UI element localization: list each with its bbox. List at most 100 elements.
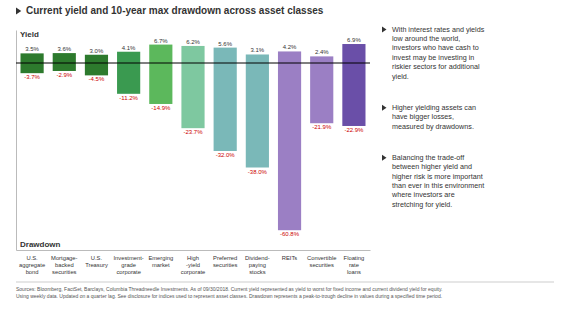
data-label: -22.9% <box>344 127 364 133</box>
category-label-line: U.S. <box>26 255 38 261</box>
category-label: Floatingrateloans <box>344 255 365 275</box>
title: Current yield and 10-year max drawdown a… <box>26 5 324 16</box>
sidebar-bullet <box>382 27 387 33</box>
category-label: Dividend-payingstocks <box>245 255 270 275</box>
data-label: -21.9% <box>312 124 332 130</box>
sidebar-text-line: measured by drawdowns. <box>392 122 474 131</box>
data-label: -2.9% <box>56 72 72 78</box>
zero-line <box>16 63 370 64</box>
data-label: -60.8% <box>280 231 300 237</box>
data-label: 4.1% <box>122 45 136 51</box>
data-labels: 3.5%3.6%3.0%4.1%6.7%6.2%5.6%3.1%4.2%2.4%… <box>24 37 364 237</box>
category-label-line: Treasury <box>85 262 108 268</box>
data-label: 4.2% <box>283 44 297 50</box>
data-label: 3.5% <box>25 46 39 52</box>
bar <box>278 51 301 63</box>
category-label-line: bond <box>26 269 39 275</box>
x-tick: Floatingrateloans <box>344 255 365 275</box>
series-bars <box>21 44 366 63</box>
bar <box>246 63 269 168</box>
category-label-line: Floating <box>344 255 365 261</box>
category-label-line: High <box>187 255 199 261</box>
bar <box>342 63 365 126</box>
category-label: Emergingmarket <box>148 255 173 268</box>
category-label: Investment-gradecorporate <box>113 255 143 275</box>
sidebar-text-line: Balancing the trade-off <box>392 153 464 162</box>
category-label: High-yieldcorporate <box>181 255 206 275</box>
sidebar-text-line: investors who have cash to <box>392 43 479 52</box>
category-label-line: U.S. <box>91 255 103 261</box>
source-text-line: Using weekly data. Updated on a quarter … <box>16 293 442 299</box>
sidebar-text-line: have bigger losses, <box>392 112 454 121</box>
bar <box>214 48 237 63</box>
data-label: 3.6% <box>57 46 71 52</box>
x-tick: Investment-gradecorporate <box>113 255 143 275</box>
sidebar-text-line: Higher yielding assets can <box>392 103 476 112</box>
bar <box>21 63 44 73</box>
data-label: 6.9% <box>347 37 361 43</box>
data-label: 3.0% <box>90 48 104 54</box>
chart-svg: Current yield and 10-year max drawdown a… <box>0 0 568 326</box>
bar <box>85 55 108 63</box>
section-label: Drawdown <box>20 240 61 249</box>
sidebar-text-line: low around the world, <box>392 34 460 43</box>
category-label-line: Convertible <box>307 255 336 261</box>
sidebar-text-line: With interest rates and yields <box>392 25 485 34</box>
sidebar-text-line: between higher yield and <box>392 162 472 171</box>
sidebar-text: With interest rates and yieldslow around… <box>392 25 485 81</box>
bar <box>117 63 140 94</box>
sidebar-text-line: higher risk is more important <box>392 172 483 181</box>
x-axis: U.S.aggregatebondMortgage-backedsecuriti… <box>17 251 371 275</box>
series-labels: -3.7%-2.9%-4.5%-11.2%-14.9%-23.7%-32.0%-… <box>24 72 364 237</box>
bar <box>310 56 333 63</box>
x-tick: U.S.aggregatebond <box>19 255 45 275</box>
category-label-line: corporate <box>181 269 206 275</box>
bar <box>21 53 44 63</box>
category-label-line: market <box>152 262 170 268</box>
category-label-line: Dividend- <box>245 255 270 261</box>
bar <box>149 63 172 104</box>
sidebar-text-line: stretching for yield. <box>392 200 452 209</box>
x-tick: High-yieldcorporate <box>181 255 206 275</box>
data-label: 3.1% <box>251 47 265 53</box>
category-label-line: Emerging <box>148 255 173 261</box>
bar <box>53 53 76 63</box>
bar <box>53 63 76 71</box>
category-label-line: -yield <box>186 262 200 268</box>
title-bullet <box>16 8 21 15</box>
divider <box>16 282 554 283</box>
category-label: REITs <box>282 255 298 261</box>
sidebar-text: Higher yielding assets canhave bigger lo… <box>392 103 476 131</box>
category-label-line: paying <box>249 262 266 268</box>
data-label: 6.2% <box>186 39 200 45</box>
section-label: Yield <box>20 30 39 39</box>
category-label-line: loans <box>347 269 361 275</box>
category-label-line: rate <box>349 262 359 268</box>
category-label-line: Investment- <box>113 255 143 261</box>
category-label: Convertiblesecurities <box>307 255 336 268</box>
data-label: -11.2% <box>119 95 138 101</box>
bar <box>181 63 204 128</box>
category-label-line: aggregate <box>19 262 45 268</box>
category-label-line: grade <box>121 262 136 268</box>
bar <box>117 52 140 63</box>
data-label: -14.9% <box>151 105 171 111</box>
category-label-line: securities <box>213 262 238 268</box>
category-label-line: Mortgage- <box>51 255 77 261</box>
source-text: Sources: Bloomberg, FactSet, Barclays, C… <box>16 286 442 299</box>
x-axis-line <box>17 250 371 251</box>
bar <box>310 63 333 123</box>
category-label-line: Preferred <box>213 255 237 261</box>
data-label: -32.0% <box>216 152 236 158</box>
category-label: Mortgage-backedsecurities <box>51 255 77 275</box>
sidebar-text: Balancing the trade-offbetween higher yi… <box>391 153 484 209</box>
source-text-line: Sources: Bloomberg, FactSet, Barclays, C… <box>16 286 442 292</box>
x-tick: U.S.Treasury <box>85 255 108 268</box>
data-label: 5.6% <box>218 41 232 47</box>
chart-container: Current yield and 10-year max drawdown a… <box>0 0 568 326</box>
sidebar-text-line: where investors are <box>391 190 455 199</box>
data-label: -3.7% <box>24 74 40 80</box>
x-tick: Preferredsecurities <box>213 255 238 268</box>
data-label: -23.7% <box>183 129 203 135</box>
x-tick: Dividend-payingstocks <box>245 255 270 275</box>
